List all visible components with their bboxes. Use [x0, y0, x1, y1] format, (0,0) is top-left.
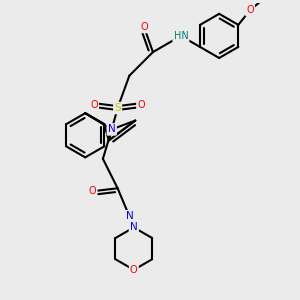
Text: O: O — [246, 5, 254, 15]
Text: O: O — [89, 186, 96, 196]
Text: O: O — [137, 100, 145, 110]
Text: N: N — [130, 222, 138, 233]
Text: O: O — [130, 265, 138, 275]
Text: S: S — [114, 103, 121, 113]
Text: O: O — [90, 100, 98, 110]
Text: HN: HN — [173, 31, 188, 41]
Text: O: O — [140, 22, 148, 32]
Text: N: N — [125, 211, 133, 221]
Text: N: N — [108, 124, 116, 134]
